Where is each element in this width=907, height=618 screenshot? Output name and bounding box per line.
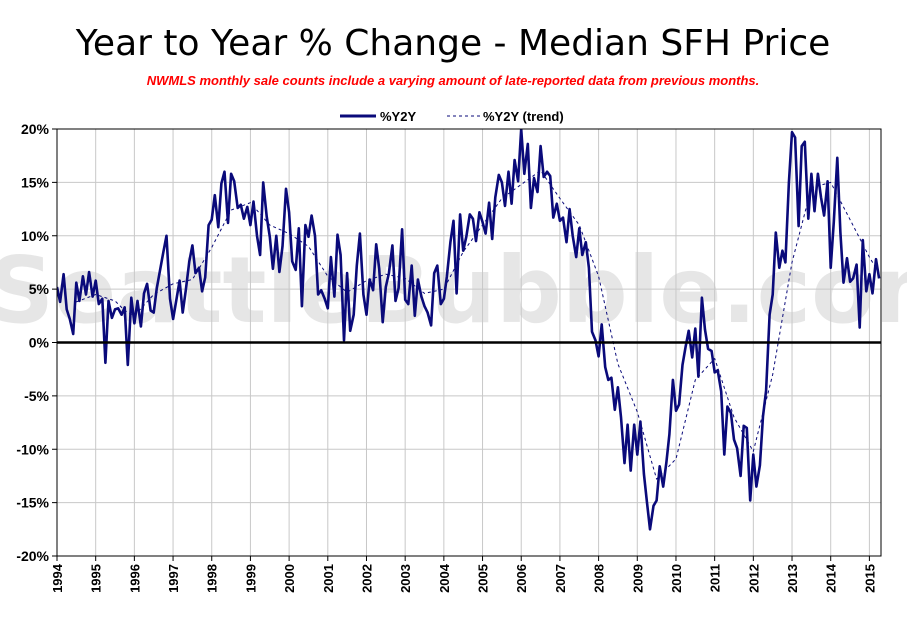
y-tick-label: 0% <box>29 335 50 351</box>
axes: 20% 15% 10% 5% 0% -5% -10% -15% -20%1994 1995 1996… <box>16 121 882 593</box>
x-tick-label: 2015 <box>862 564 877 593</box>
x-tick-label: 2000 <box>282 564 297 593</box>
x-tick-label: 1994 <box>50 563 65 593</box>
x-tick-label: 2003 <box>398 564 413 593</box>
x-tick-label: 2001 <box>321 564 336 593</box>
x-tick-label: 2006 <box>514 564 529 593</box>
x-tick-label: 1995 <box>89 564 104 593</box>
y-tick-label: 5% <box>29 281 50 297</box>
series-line-y2y <box>57 129 881 531</box>
series-layer <box>57 129 881 531</box>
x-tick-label: 1999 <box>243 564 258 593</box>
y-tick-label: -20% <box>16 548 49 564</box>
x-tick-label: 2005 <box>476 564 491 593</box>
chart-title: Year to Year % Change - Median SFH Price <box>75 23 831 64</box>
x-tick-label: 2012 <box>746 564 761 593</box>
legend: %Y2Y %Y2Y (trend) <box>340 109 564 124</box>
legend-label-main: %Y2Y <box>380 109 416 124</box>
chart-subtitle: NWMLS monthly sale counts include a vary… <box>147 73 760 88</box>
y-tick-label: 10% <box>21 228 50 244</box>
x-tick-label: 2013 <box>785 564 800 593</box>
y-tick-label: -15% <box>16 495 49 511</box>
x-tick-label: 1996 <box>127 564 142 593</box>
legend-label-trend: %Y2Y (trend) <box>483 109 564 124</box>
plot-area-frame <box>56 128 882 557</box>
x-tick-label: 1998 <box>205 564 220 593</box>
y-tick-label: 15% <box>21 174 50 190</box>
x-tick-label: 2009 <box>630 564 645 593</box>
x-tick-label: 2007 <box>553 564 568 593</box>
watermark-text: SeattleBubble.com <box>0 237 907 344</box>
x-tick-label: 2010 <box>669 564 684 593</box>
x-tick-label: 2008 <box>592 564 607 593</box>
series-line-y2y-trend <box>76 170 880 480</box>
y-tick-label: -5% <box>24 388 49 404</box>
x-tick-label: 2002 <box>359 564 374 593</box>
x-tick-label: 2004 <box>437 563 452 593</box>
y-tick-label: 20% <box>21 121 50 137</box>
watermark: SeattleBubble.com <box>0 237 907 344</box>
x-tick-label: 2014 <box>824 563 839 593</box>
x-tick-label: 2011 <box>708 564 723 592</box>
x-tick-label: 1997 <box>166 564 181 593</box>
y-tick-label: -10% <box>16 441 49 457</box>
